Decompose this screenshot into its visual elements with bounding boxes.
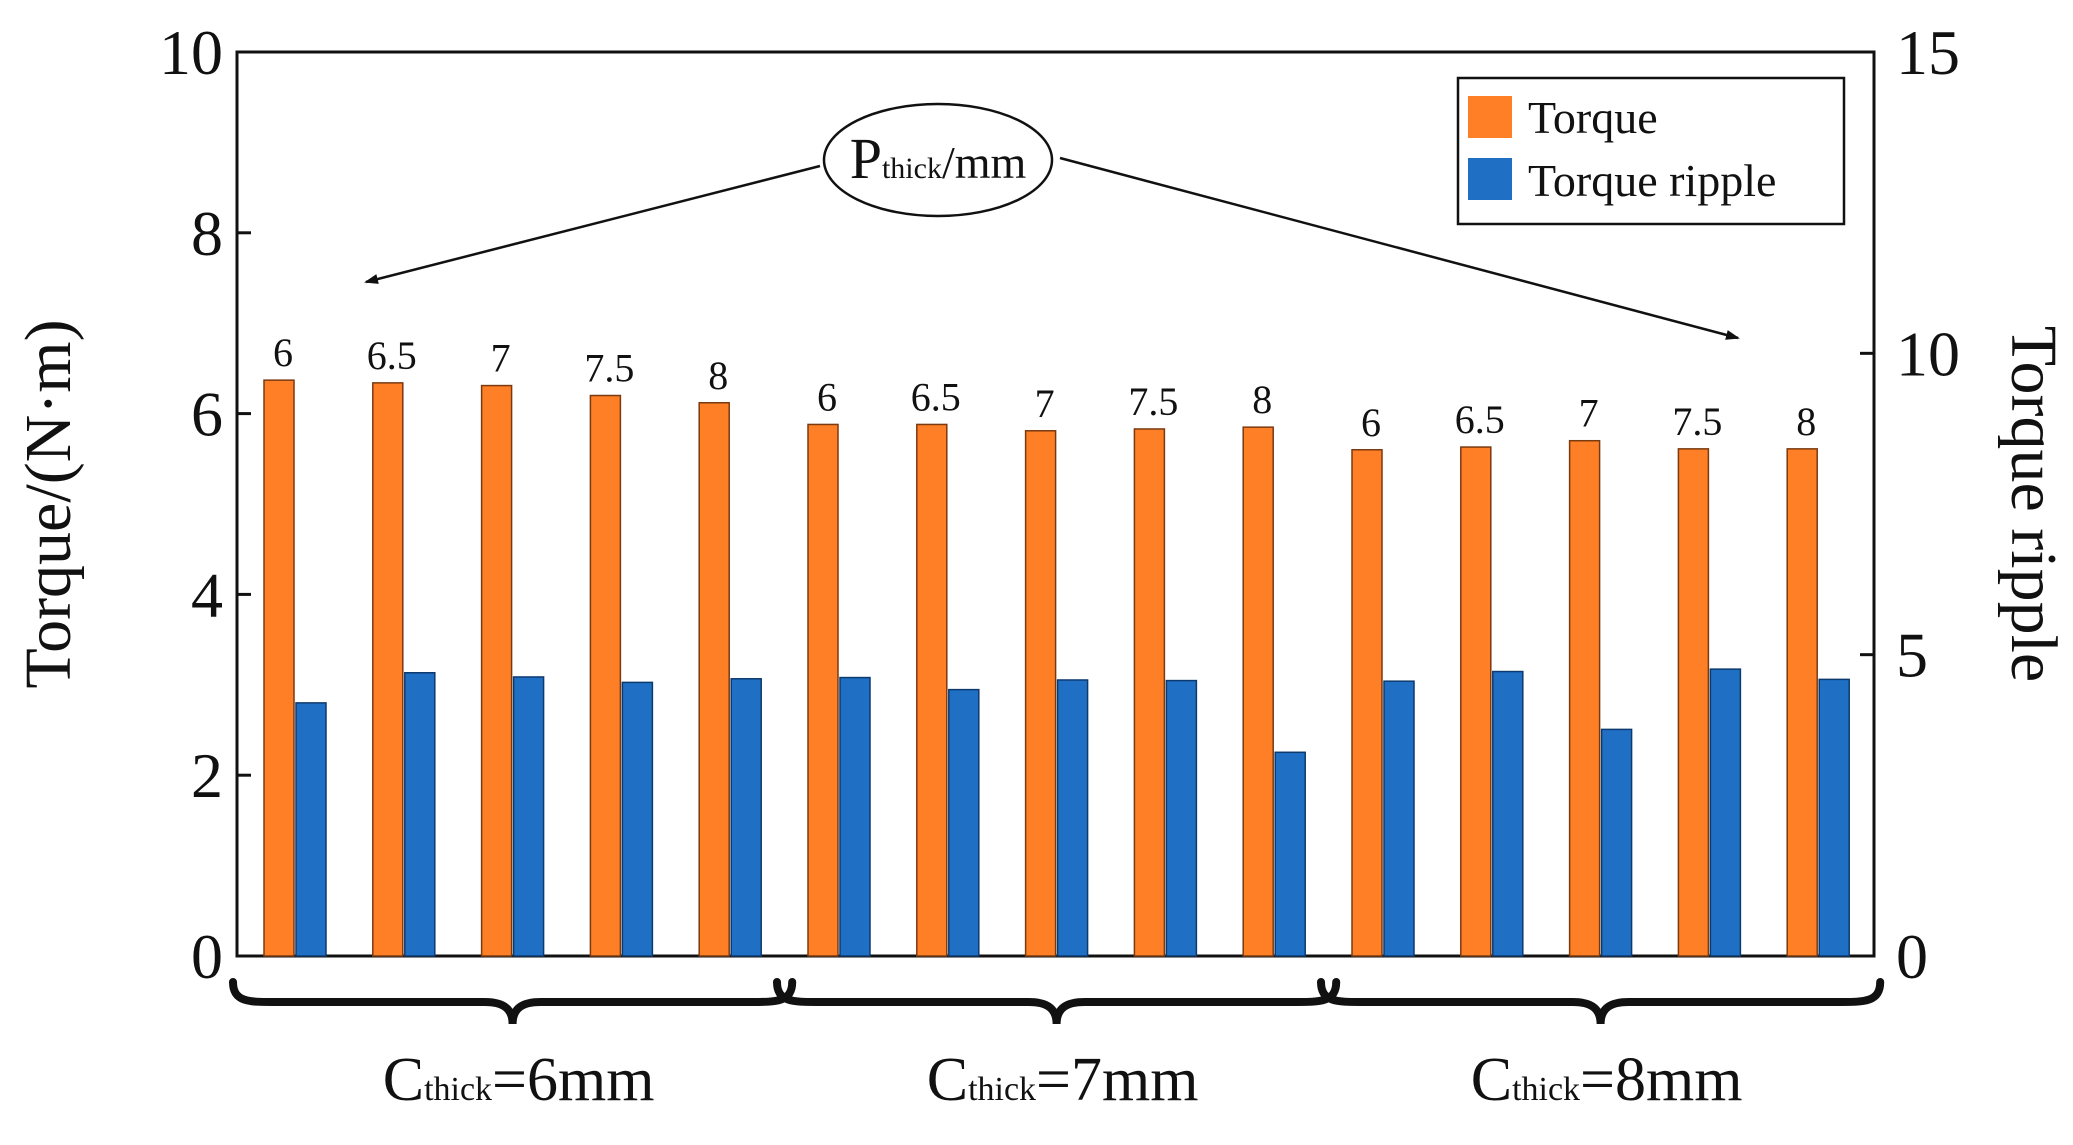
- bar-torque: [1568, 439, 1601, 957]
- bar-torque: [263, 379, 295, 957]
- legend-box: [1456, 76, 1846, 226]
- legend-swatch-ripple: [1468, 158, 1512, 200]
- left-tick-label: 2: [191, 740, 223, 811]
- annotation-ellipse: [822, 102, 1054, 218]
- right-tick-label: 5: [1896, 620, 1928, 691]
- bar-torque-ripple: [621, 681, 654, 957]
- bar-torque-ripple: [1165, 679, 1198, 957]
- bar-torque-ripple: [1600, 728, 1633, 957]
- bar-category-label: 7.5: [1128, 379, 1178, 424]
- bar-torque: [1677, 448, 1710, 957]
- group-label: Cthick=6mm: [383, 1046, 655, 1114]
- bar-torque-ripple: [1056, 679, 1089, 957]
- left-tick-label: 6: [191, 379, 223, 450]
- group-label-rest: =7mm: [1036, 1046, 1198, 1114]
- bar-torque: [698, 402, 730, 957]
- annotation-text: Pthick/mm: [850, 126, 1027, 191]
- bar-torque: [589, 394, 622, 957]
- bar-torque-ripple: [1492, 670, 1524, 957]
- left-tick-label: 10: [159, 17, 223, 88]
- left-tick-label: 0: [191, 921, 223, 992]
- bar-category-label: 7: [1579, 391, 1599, 436]
- group-label-main: C: [383, 1046, 424, 1114]
- legend-swatch-torque: [1468, 96, 1512, 138]
- bar-torque: [916, 423, 948, 957]
- bars-layer: [263, 379, 1850, 957]
- annotation-main: P: [850, 126, 882, 191]
- group-label-rest: =6mm: [492, 1046, 654, 1114]
- bar-category-label: 6.5: [1455, 397, 1505, 442]
- left-y-axis: 0 2 4 6 8 10: [159, 17, 251, 992]
- bar-category-label: 7.5: [584, 346, 634, 391]
- group-label-sub: thick: [424, 1071, 492, 1108]
- bar-torque-ripple: [512, 676, 545, 957]
- group-label-rest: =8mm: [1580, 1046, 1742, 1114]
- right-tick-label: 0: [1896, 921, 1928, 992]
- bar-torque: [1133, 428, 1166, 957]
- bar-torque-ripple: [1818, 678, 1850, 957]
- bar-category-label: 8: [1252, 377, 1272, 422]
- legend-label-ripple: Torque ripple: [1528, 155, 1776, 206]
- group-label-main: C: [1471, 1046, 1512, 1114]
- group-brace: [229, 978, 797, 1025]
- annotation-arrow-left: [364, 164, 821, 284]
- bar-category-label: 7.5: [1672, 399, 1722, 444]
- bar-torque-ripple: [295, 702, 327, 957]
- bar-torque-ripple: [1274, 751, 1306, 957]
- bar-category-label: 7: [1035, 381, 1055, 426]
- left-tick-label: 4: [191, 559, 223, 630]
- bar-torque: [1024, 430, 1057, 957]
- bar-torque-ripple: [1383, 680, 1415, 957]
- annotation-rest: /mm: [942, 137, 1027, 188]
- group-label: Cthick=7mm: [927, 1046, 1199, 1114]
- group-label-sub: thick: [1512, 1071, 1580, 1108]
- bar-category-label: 7: [491, 336, 511, 381]
- group-label-sub: thick: [968, 1071, 1036, 1108]
- right-axis-title: Torque ripple: [1997, 326, 2070, 682]
- bar-torque: [480, 384, 513, 957]
- bar-torque-ripple: [730, 678, 762, 957]
- annotation-callout: Pthick/mm: [364, 102, 1740, 340]
- bar-torque-ripple: [839, 676, 871, 957]
- bar-category-label: 6: [1361, 400, 1381, 445]
- group-label-main: C: [927, 1046, 968, 1114]
- bar-torque: [372, 382, 404, 957]
- right-tick-label: 15: [1896, 17, 1960, 88]
- bar-category-label: 8: [708, 353, 728, 398]
- annotation-sub: thick: [882, 152, 942, 185]
- group-brace: [1317, 978, 1885, 1025]
- bar-torque: [1242, 426, 1274, 957]
- bar-torque: [1351, 449, 1383, 957]
- legend-label-torque: Torque: [1528, 92, 1658, 143]
- legend: Torque Torque ripple: [1456, 76, 1846, 226]
- group-brace: [773, 978, 1341, 1025]
- right-tick-label: 10: [1896, 318, 1960, 389]
- annotation-arrow-right: [1059, 156, 1740, 340]
- bar-labels-layer: 6 6.5 7 7.5 8 6 6.5 7 7.5 8 6 6.5 7 7.5 8: [273, 330, 1816, 445]
- bar-torque-ripple: [948, 688, 980, 957]
- bar-category-label: 6.5: [367, 333, 417, 378]
- bar-category-label: 6: [817, 374, 837, 419]
- bar-torque-ripple: [1709, 668, 1742, 957]
- bar-category-label: 6: [273, 330, 293, 375]
- bar-torque: [1786, 448, 1818, 957]
- group-label: Cthick=8mm: [1471, 1046, 1743, 1114]
- bar-category-label: 8: [1796, 399, 1816, 444]
- bar-category-label: 6.5: [911, 374, 961, 419]
- bar-torque-ripple: [404, 671, 436, 957]
- bar-torque: [1460, 446, 1492, 957]
- bar-torque: [807, 423, 839, 957]
- left-tick-label: 8: [191, 198, 223, 269]
- left-axis-title: Torque/(N·m): [12, 319, 85, 688]
- right-y-axis: 0 5 10 15: [1860, 17, 1960, 992]
- group-braces-layer: Cthick=6mm Cthick=7mm Cthick=8mm: [229, 978, 1885, 1114]
